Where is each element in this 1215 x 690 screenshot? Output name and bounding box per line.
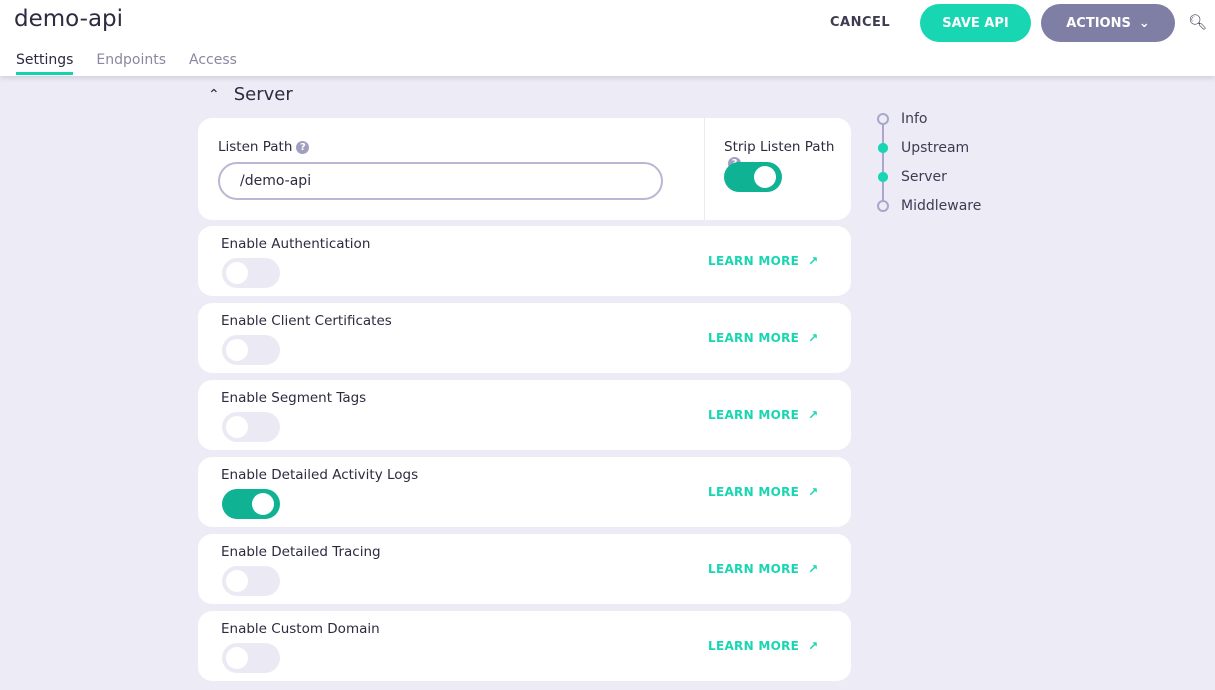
learn-more-link[interactable]: LEARN MORE ↗ [708,254,819,268]
nav-label: Server [901,168,947,185]
learn-more-label: LEARN MORE [708,408,800,422]
step-dot-icon [877,171,889,182]
step-dot-icon [877,142,889,153]
nav-label: Info [901,110,928,127]
cancel-button[interactable]: CANCEL [830,15,891,30]
learn-more-link[interactable]: LEARN MORE ↗ [708,408,819,422]
setting-label: Enable Custom Domain [221,621,380,637]
strip-listen-path-label: Strip Listen Path [724,139,835,155]
tab-endpoints[interactable]: Endpoints [96,52,167,68]
external-link-icon: ↗ [808,485,819,499]
setting-label: Enable Segment Tags [221,390,367,406]
setting-label: Enable Detailed Activity Logs [221,467,419,483]
section-title: Server [233,84,293,105]
tabs: Settings Endpoints Access [16,52,237,75]
setting-toggle[interactable] [222,489,280,519]
setting-row: Enable Detailed Tracing LEARN MORE ↗ [198,534,851,604]
listen-path-label: Listen Path [218,139,293,155]
nav-item-middleware[interactable]: Middleware [877,191,981,220]
section-nav: Info Upstream Server Middleware [877,104,981,220]
learn-more-link[interactable]: LEARN MORE ↗ [708,562,819,576]
section-header[interactable]: ⌃ Server [208,84,293,105]
setting-row: Enable Detailed Activity Logs LEARN MORE… [198,457,851,527]
external-link-icon: ↗ [808,562,819,576]
external-link-icon: ↗ [808,254,819,268]
actions-button[interactable]: ACTIONS ⌄ [1041,4,1175,42]
learn-more-label: LEARN MORE [708,639,800,653]
setting-label: Enable Detailed Tracing [221,544,381,560]
chevron-up-icon: ⌃ [208,86,220,103]
tab-settings[interactable]: Settings [16,52,74,75]
learn-more-link[interactable]: LEARN MORE ↗ [708,485,819,499]
actions-label: ACTIONS [1066,15,1131,31]
search-icon[interactable]: 🔍︎ [1188,13,1208,31]
setting-toggle[interactable] [222,412,280,442]
setting-label: Enable Client Certificates [221,313,392,329]
step-dot-icon [877,199,889,212]
external-link-icon: ↗ [808,331,819,345]
save-api-button[interactable]: SAVE API [920,4,1031,42]
learn-more-label: LEARN MORE [708,254,800,268]
page-title: demo-api [14,6,124,32]
nav-line [882,114,884,202]
nav-label: Upstream [901,139,970,156]
nav-item-upstream[interactable]: Upstream [877,133,981,162]
setting-toggle[interactable] [222,566,280,596]
listen-path-input[interactable]: /demo-api [218,162,663,200]
learn-more-link[interactable]: LEARN MORE ↗ [708,331,819,345]
help-icon[interactable]: ? [296,141,310,154]
divider [704,118,705,220]
setting-row: Enable Authentication LEARN MORE ↗ [198,226,851,296]
listen-path-card: Listen Path? /demo-api Strip Listen Path… [198,118,851,220]
setting-label: Enable Authentication [221,236,371,252]
external-link-icon: ↗ [808,408,819,422]
nav-item-info[interactable]: Info [877,104,981,133]
learn-more-link[interactable]: LEARN MORE ↗ [708,639,819,653]
setting-toggle[interactable] [222,258,280,288]
external-link-icon: ↗ [808,639,819,653]
learn-more-label: LEARN MORE [708,331,800,345]
setting-toggle[interactable] [222,335,280,365]
learn-more-label: LEARN MORE [708,485,800,499]
nav-label: Middleware [901,197,982,214]
setting-row: Enable Client Certificates LEARN MORE ↗ [198,303,851,373]
chevron-down-icon: ⌄ [1138,15,1150,31]
setting-toggle[interactable] [222,643,280,673]
setting-row: Enable Custom Domain LEARN MORE ↗ [198,611,851,681]
header: demo-api Settings Endpoints Access CANCE… [0,0,1215,76]
strip-listen-path-toggle[interactable] [724,162,782,192]
step-dot-icon [877,112,889,125]
setting-row: Enable Segment Tags LEARN MORE ↗ [198,380,851,450]
tab-access[interactable]: Access [189,52,237,68]
learn-more-label: LEARN MORE [708,562,800,576]
nav-item-server[interactable]: Server [877,162,981,191]
